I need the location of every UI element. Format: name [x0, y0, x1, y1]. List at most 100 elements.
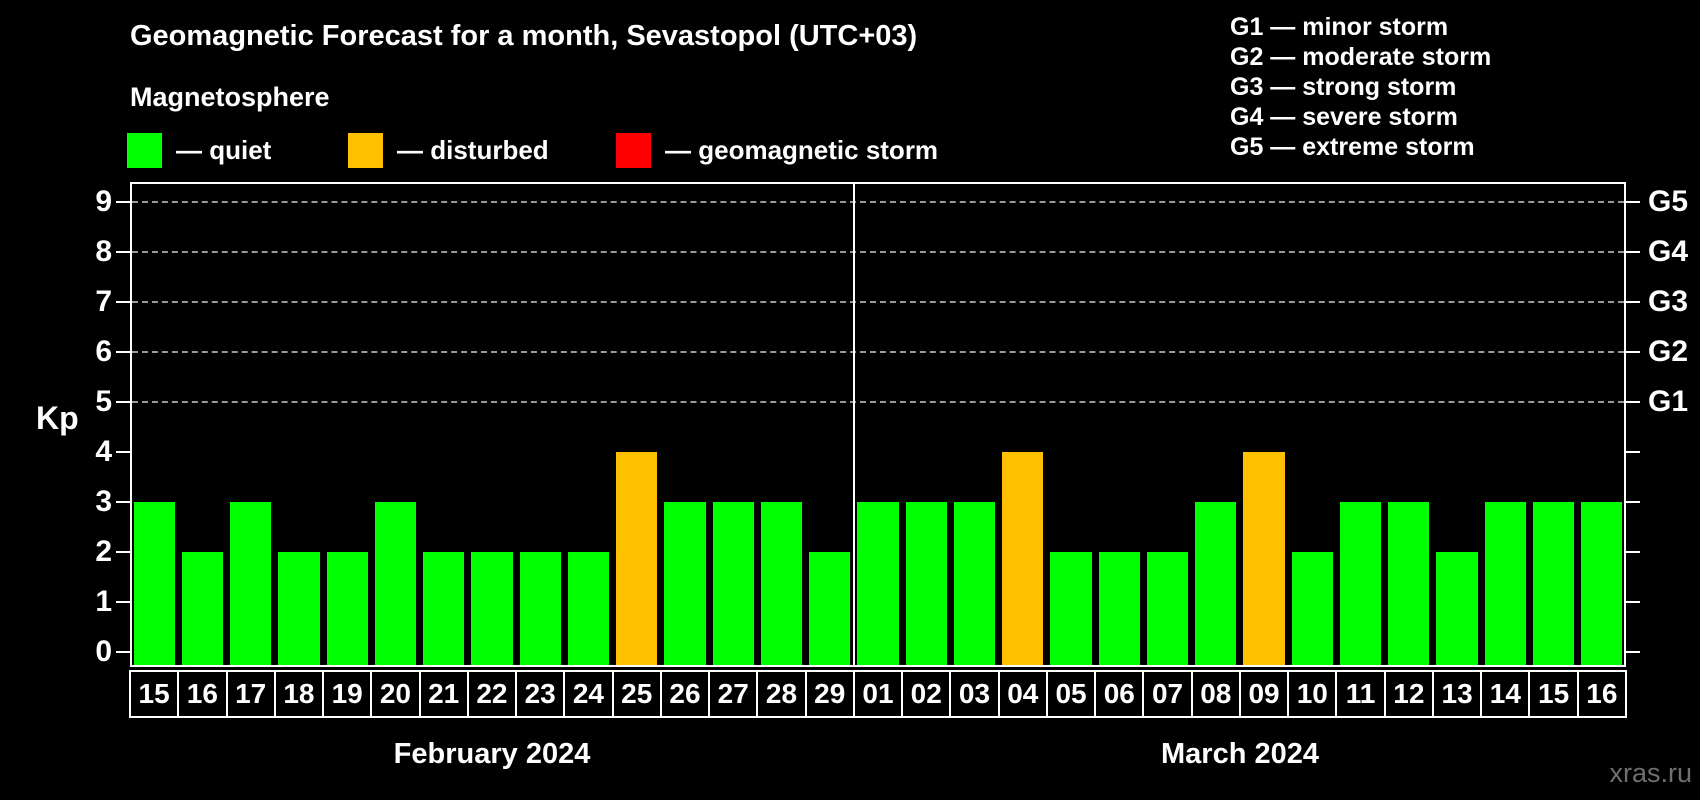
- kp-bar-mar-10: [1291, 552, 1333, 667]
- g2-legend-line: G2 — moderate storm: [1230, 43, 1492, 71]
- kp-axis-tick-left: [116, 251, 130, 253]
- kp-tick-label-5: 5: [95, 385, 112, 418]
- kp-tick-label-8: 8: [95, 235, 112, 268]
- legend-label-storm: — geomagnetic storm: [665, 134, 939, 165]
- date-label-mar-15: 15: [1528, 670, 1579, 718]
- kp-tick-label-6: 6: [95, 335, 112, 368]
- date-label-feb-21: 21: [418, 670, 469, 718]
- kp-bar-feb-15: [133, 502, 175, 667]
- kp-tick-label-3: 3: [95, 485, 112, 518]
- kp-axis-tick-right: [1626, 201, 1640, 203]
- date-label-mar-04: 04: [997, 670, 1048, 718]
- kp-axis-tick-right: [1626, 551, 1640, 553]
- kp-tick-label-7: 7: [95, 285, 112, 318]
- kp-axis-tick-left: [116, 351, 130, 353]
- date-label-mar-12: 12: [1383, 670, 1434, 718]
- date-label-feb-28: 28: [756, 670, 807, 718]
- kp-bar-mar-12: [1388, 502, 1430, 667]
- kp-bar-mar-16: [1581, 502, 1623, 667]
- kp-axis-tick-left: [116, 401, 130, 403]
- kp-bar-feb-19: [326, 552, 368, 667]
- kp-bar-feb-20: [374, 502, 417, 667]
- kp-bar-feb-29: [809, 552, 851, 667]
- quiet-color-swatch: [127, 132, 162, 168]
- g-tick-label-g4: G4: [1648, 235, 1689, 268]
- legend-item-quiet: — quiet: [127, 132, 271, 168]
- xras-watermark: xras.ru: [1609, 758, 1692, 788]
- date-label-feb-26: 26: [659, 670, 711, 718]
- g-tick-label-g5: G5: [1648, 185, 1689, 218]
- kp-bar-feb-25: [616, 452, 658, 667]
- g4-legend-line: G4 — severe storm: [1230, 103, 1458, 131]
- date-label-feb-23: 23: [515, 670, 566, 718]
- kp-axis-tick-left: [116, 651, 130, 653]
- date-label-feb-17: 17: [225, 670, 276, 718]
- kp-axis-tick-right: [1626, 251, 1640, 253]
- plot-border: [130, 182, 1626, 667]
- legend-item-storm: — geomagnetic storm: [616, 132, 938, 168]
- disturbed-color-swatch: [348, 132, 383, 168]
- kp-axis-tick-right: [1626, 401, 1640, 403]
- legend-label-disturbed: — disturbed: [397, 134, 549, 165]
- gridline-kp9: [132, 201, 1624, 203]
- kp-tick-label-9: 9: [95, 185, 112, 218]
- date-label-mar-02: 02: [901, 670, 952, 718]
- kp-bar-mar-08: [1195, 502, 1237, 667]
- kp-axis-tick-left: [116, 501, 130, 503]
- g5-legend-line: G5 — extreme storm: [1230, 133, 1475, 161]
- kp-bar-feb-28: [760, 502, 803, 667]
- month-divider-line: [852, 182, 855, 667]
- kp-bar-mar-15: [1532, 502, 1575, 667]
- date-label-feb-20: 20: [370, 670, 421, 718]
- date-label-mar-05: 05: [1045, 670, 1097, 718]
- kp-bar-mar-03: [953, 502, 996, 667]
- kp-tick-label-2: 2: [95, 535, 112, 568]
- kp-bar-feb-17: [230, 502, 272, 667]
- kp-axis-tick-left: [116, 301, 130, 303]
- kp-bar-feb-22: [471, 552, 513, 667]
- date-label-mar-09: 09: [1238, 670, 1290, 718]
- kp-axis-tick-right: [1626, 651, 1640, 653]
- kp-axis-tick-left: [116, 201, 130, 203]
- kp-bar-feb-16: [181, 552, 223, 667]
- magnetosphere-label: Magnetosphere: [130, 82, 330, 112]
- kp-bar-mar-06: [1098, 552, 1140, 667]
- date-label-feb-16: 16: [177, 670, 228, 718]
- date-label-mar-16: 16: [1576, 670, 1627, 718]
- kp-tick-label-4: 4: [95, 435, 112, 468]
- kp-axis-tick-right: [1626, 351, 1640, 353]
- kp-bar-feb-26: [664, 502, 706, 667]
- kp-axis-tick-right: [1626, 601, 1640, 603]
- kp-bar-mar-04: [1002, 452, 1044, 667]
- g3-legend-line: G3 — strong storm: [1230, 73, 1457, 101]
- date-label-mar-14: 14: [1480, 670, 1531, 718]
- kp-axis-tick-left: [116, 601, 130, 603]
- date-label-mar-03: 03: [949, 670, 1000, 718]
- date-label-mar-01: 01: [852, 670, 904, 718]
- g-tick-label-g1: G1: [1648, 385, 1689, 418]
- kp-bar-mar-01: [857, 502, 899, 667]
- gridline-kp5: [132, 401, 1624, 403]
- date-label-feb-25: 25: [611, 670, 662, 718]
- date-label-feb-19: 19: [322, 670, 373, 718]
- date-label-mar-13: 13: [1431, 670, 1483, 718]
- month-label-march: March 2024: [1161, 738, 1319, 770]
- chart-title: Geomagnetic Forecast for a month, Sevast…: [130, 20, 918, 52]
- kp-bar-feb-27: [712, 502, 754, 667]
- date-label-feb-15: 15: [129, 670, 180, 718]
- kp-axis-label: Kp: [36, 400, 79, 436]
- legend-item-disturbed: — disturbed: [348, 132, 549, 168]
- date-label-mar-07: 07: [1142, 670, 1193, 718]
- kp-bar-mar-09: [1243, 452, 1285, 667]
- kp-bar-mar-14: [1484, 502, 1526, 667]
- kp-bar-mar-05: [1050, 552, 1092, 667]
- g1-legend-line: G1 — minor storm: [1230, 13, 1449, 41]
- kp-bar-mar-13: [1436, 552, 1478, 667]
- kp-bar-mar-11: [1339, 502, 1382, 667]
- date-label-mar-08: 08: [1190, 670, 1241, 718]
- g-tick-label-g3: G3: [1648, 285, 1689, 318]
- legend-label-quiet: — quiet: [176, 134, 272, 165]
- kp-bar-mar-02: [905, 502, 947, 667]
- g-tick-label-g2: G2: [1648, 335, 1689, 368]
